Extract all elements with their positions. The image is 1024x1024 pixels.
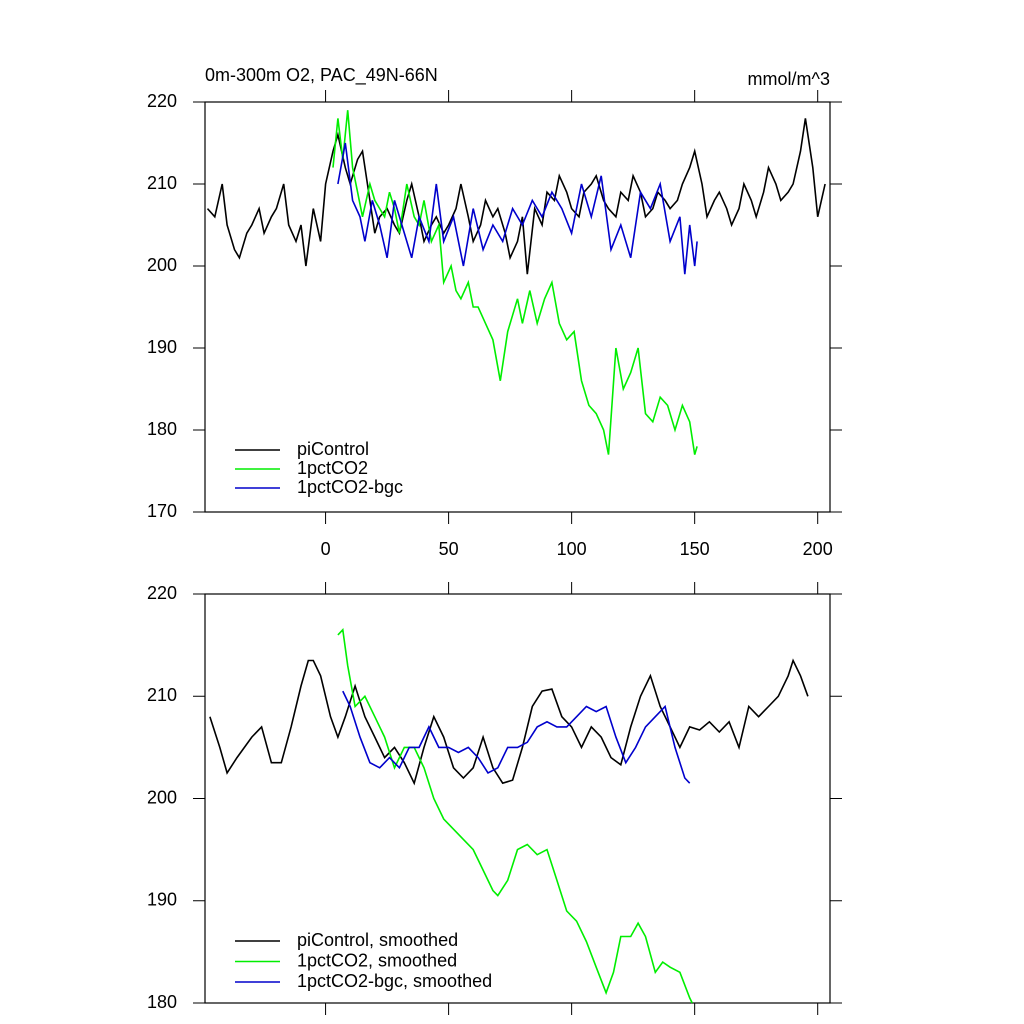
data-line [342, 690, 691, 784]
x-tick-label: 0 [321, 539, 331, 559]
legend-label: 1pctCO2 [297, 458, 368, 478]
y-tick-label: 180 [147, 992, 177, 1012]
x-tick-label: 200 [803, 539, 833, 559]
legend-label: 1pctCO2, smoothed [297, 950, 457, 970]
legend-label: 1pctCO2-bgc, smoothed [297, 971, 492, 991]
units-label: mmol/m^3 [748, 69, 830, 89]
data-line [332, 110, 698, 455]
x-tick-label: 150 [680, 539, 710, 559]
y-tick-label: 210 [147, 173, 177, 193]
x-tick-label: 50 [439, 539, 459, 559]
y-tick-label: 200 [147, 255, 177, 275]
y-tick-label: 210 [147, 685, 177, 705]
y-tick-label: 170 [147, 501, 177, 521]
legend-label: piControl [297, 439, 369, 459]
x-tick-label: 100 [557, 539, 587, 559]
legend-label: 1pctCO2-bgc [297, 477, 403, 497]
data-line [206, 118, 826, 275]
chart-title: 0m-300m O2, PAC_49N-66N [205, 65, 438, 86]
y-tick-label: 220 [147, 583, 177, 603]
data-line [209, 658, 809, 786]
y-tick-label: 190 [147, 337, 177, 357]
y-tick-label: 200 [147, 787, 177, 807]
plot-frame [204, 101, 831, 513]
y-tick-label: 190 [147, 890, 177, 910]
y-tick-label: 180 [147, 419, 177, 439]
data-line [337, 142, 698, 275]
legend-label: piControl, smoothed [297, 930, 458, 950]
y-tick-label: 220 [147, 91, 177, 111]
data-line [337, 628, 693, 1004]
